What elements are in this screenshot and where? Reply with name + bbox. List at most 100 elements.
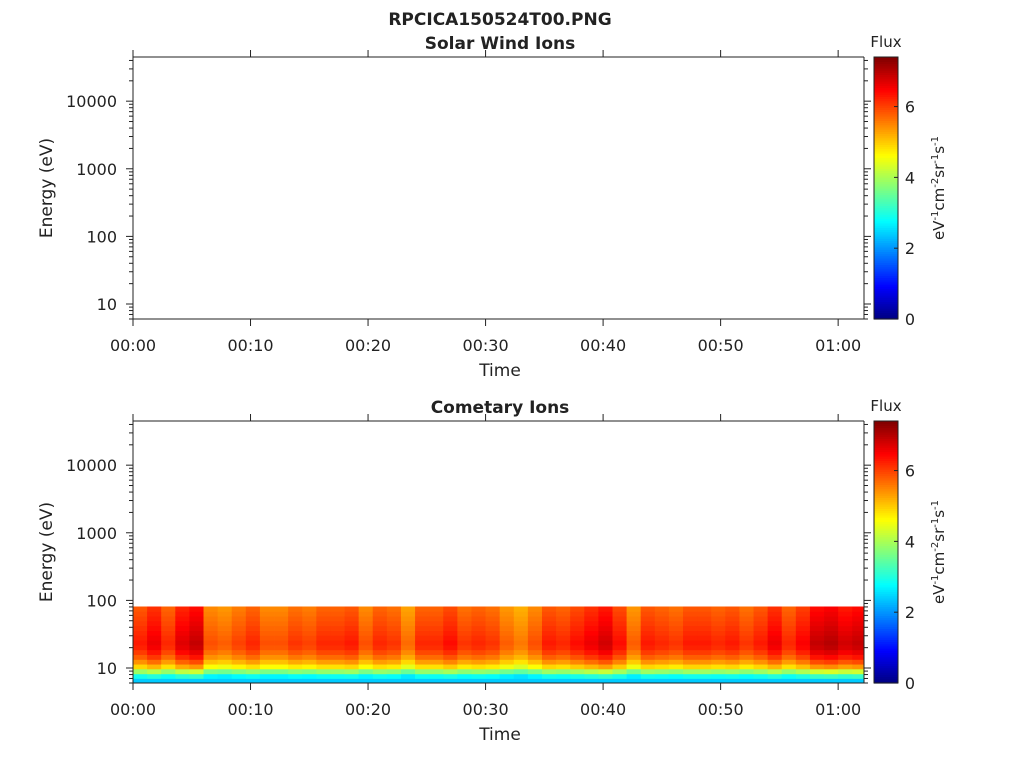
spectrogram-cell bbox=[429, 620, 444, 627]
spectrogram-cell bbox=[386, 606, 402, 612]
colorbar-gradient-band bbox=[874, 576, 898, 579]
colorbar-gradient-band bbox=[874, 613, 898, 616]
spectrogram-cell bbox=[316, 654, 331, 660]
spectrogram-cell bbox=[626, 659, 642, 665]
spectrogram-cell bbox=[640, 664, 656, 670]
colorbar-gradient-band bbox=[874, 207, 898, 211]
spectrogram-cell bbox=[795, 625, 811, 631]
spectrogram-cell bbox=[640, 611, 656, 617]
spectrogram-cell bbox=[584, 668, 599, 675]
spectrogram-cell bbox=[739, 644, 754, 651]
spectrogram-cell bbox=[415, 673, 430, 679]
colorbar-gradient-band bbox=[874, 292, 898, 296]
spectrogram-cell bbox=[767, 635, 783, 641]
colorbar-gradient-band bbox=[874, 155, 898, 159]
spectrogram-cell bbox=[133, 630, 148, 636]
spectrogram-cell bbox=[767, 673, 783, 679]
spectrogram-cell bbox=[358, 625, 374, 631]
colorbar-gradient-band bbox=[874, 174, 898, 178]
spectrogram-cell bbox=[711, 673, 726, 679]
spectrogram-cell bbox=[683, 630, 698, 636]
colorbar-gradient-band bbox=[874, 144, 898, 148]
spectrogram-cell bbox=[739, 668, 754, 675]
spectrogram-cell bbox=[274, 640, 289, 646]
spectrogram-cell bbox=[753, 664, 769, 670]
spectrogram-cell bbox=[288, 611, 303, 617]
spectrogram-cell bbox=[626, 644, 642, 651]
spectrogram-cell bbox=[330, 606, 345, 612]
spectrogram-cell bbox=[753, 644, 769, 651]
spectrogram-cell bbox=[372, 664, 388, 670]
spectrogram-cell bbox=[527, 630, 543, 636]
colorbar-gradient-band bbox=[874, 493, 898, 496]
spectrogram-cell bbox=[697, 664, 712, 670]
colorbar-tick-label: 6 bbox=[905, 98, 915, 117]
spectrogram-cell bbox=[711, 640, 726, 646]
spectrogram-cell bbox=[133, 644, 148, 651]
spectrogram-cell bbox=[711, 611, 726, 617]
spectrogram-cell bbox=[739, 673, 754, 679]
colorbar-gradient-band bbox=[874, 209, 898, 213]
colorbar-gradient-band bbox=[874, 246, 898, 250]
spectrogram-cell bbox=[612, 654, 628, 660]
spectrogram-cell bbox=[485, 630, 501, 636]
colorbar-gradient-band bbox=[874, 600, 898, 603]
spectrogram-cell bbox=[513, 644, 529, 651]
spectrogram-cell bbox=[795, 644, 811, 651]
spectrogram-cell bbox=[852, 649, 865, 655]
spectrogram-cell bbox=[288, 644, 303, 651]
spectrogram-cell bbox=[683, 673, 698, 679]
spectrogram-cell bbox=[259, 630, 275, 636]
spectrogram-cell bbox=[330, 673, 345, 679]
spectrogram-cell bbox=[457, 640, 472, 646]
spectrogram-cell bbox=[386, 664, 402, 670]
spectrogram-cell bbox=[288, 659, 303, 665]
spectrogram-cell bbox=[838, 654, 853, 660]
spectrogram-cell bbox=[400, 620, 416, 627]
spectrogram-cell bbox=[795, 606, 811, 612]
spectrogram-cell bbox=[316, 664, 331, 670]
spectrogram-cell bbox=[527, 644, 543, 651]
spectrogram-cell bbox=[683, 606, 698, 612]
spectrogram-cell bbox=[527, 611, 543, 617]
spectrogram-cell bbox=[147, 611, 162, 617]
spectrogram-cell bbox=[161, 649, 176, 655]
colorbar-gradient-band bbox=[874, 641, 898, 645]
y-tick-label: 10 bbox=[97, 659, 117, 678]
spectrogram-cell bbox=[203, 625, 219, 631]
spectrogram-cell bbox=[711, 620, 726, 627]
spectrogram-cell bbox=[499, 659, 515, 665]
spectrogram-cell bbox=[259, 659, 275, 665]
colorbar-gradient-band bbox=[874, 427, 898, 431]
spectrogram-cell bbox=[753, 620, 769, 627]
spectrogram-cell bbox=[189, 649, 204, 655]
spectrogram-cell bbox=[683, 644, 698, 651]
colorbar-gradient-band bbox=[874, 508, 898, 512]
spectrogram-cell bbox=[781, 616, 797, 622]
colorbar-gradient-band bbox=[874, 471, 898, 474]
spectrogram-cell bbox=[372, 654, 388, 660]
spectrogram-cell bbox=[499, 630, 515, 636]
colorbar-gradient-band bbox=[874, 617, 898, 621]
spectrogram-cell bbox=[386, 644, 402, 651]
spectrogram-cell bbox=[231, 625, 247, 631]
spectrogram-cell bbox=[147, 635, 162, 641]
spectrogram-cell bbox=[598, 668, 613, 675]
spectrogram-cell bbox=[626, 678, 642, 684]
spectrogram-cell bbox=[133, 664, 148, 670]
spectrogram-cell bbox=[612, 620, 628, 627]
colorbar-gradient-band bbox=[874, 562, 898, 566]
spectrogram-cell bbox=[161, 611, 176, 617]
spectrogram-cell bbox=[809, 620, 825, 627]
spectrogram-cell bbox=[330, 630, 345, 636]
spectrogram-cell bbox=[358, 654, 374, 660]
colorbar-gradient-band bbox=[874, 665, 898, 669]
solar-wind-panel: Solar Wind Ions 10 100 1000 10000 00:00 00:10… bbox=[37, 33, 948, 381]
spectrogram-cell bbox=[231, 668, 247, 675]
spectrogram-cell bbox=[556, 625, 571, 631]
spectrogram-cell bbox=[697, 678, 712, 684]
spectrogram-cell bbox=[302, 630, 317, 636]
colorbar: 0 2 4 6 bbox=[873, 56, 915, 329]
axes: 10 100 1000 10000 00:00 00:10 00:20 00:30 00:40 0… bbox=[66, 414, 871, 719]
spectrogram-cell bbox=[259, 649, 275, 655]
